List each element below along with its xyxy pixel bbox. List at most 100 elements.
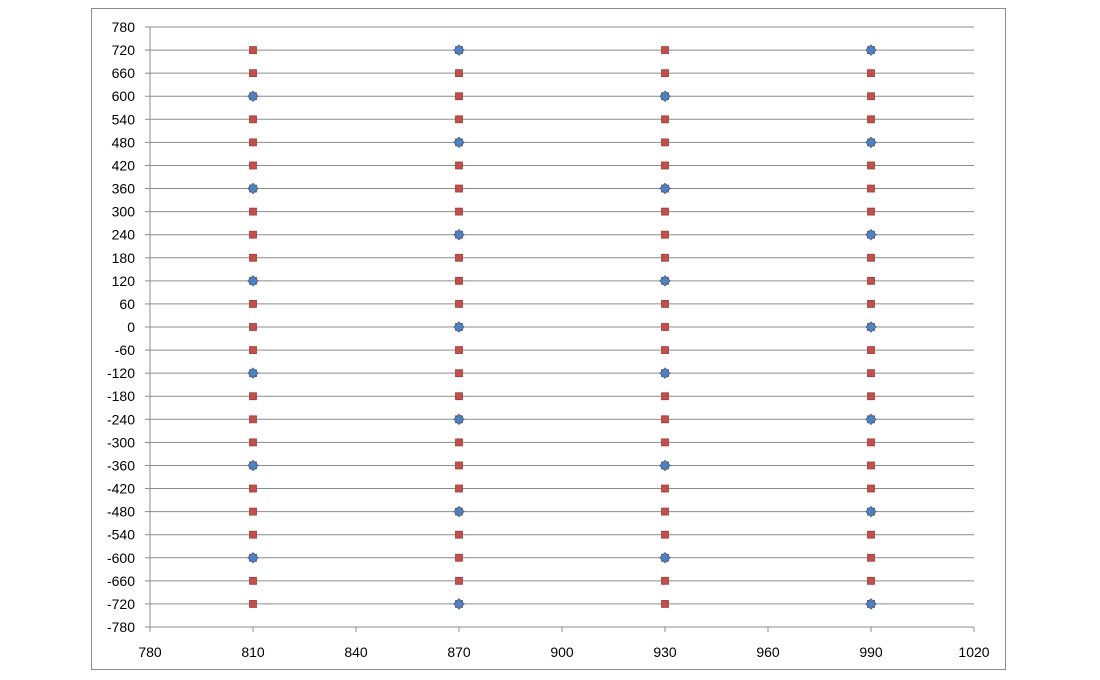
square-point: [249, 600, 257, 608]
y-tick-label: -180: [107, 388, 135, 404]
diamond-point: [865, 413, 877, 426]
diamond-point: [247, 182, 259, 195]
square-point: [867, 484, 875, 493]
x-tick-label: 1020: [958, 644, 989, 660]
square-point: [867, 438, 875, 447]
square-point: [455, 69, 463, 78]
square-point: [455, 484, 463, 493]
square-point: [867, 530, 875, 539]
square-point: [455, 369, 463, 378]
diamond-point: [453, 413, 465, 426]
square-point: [867, 300, 875, 308]
x-tick-label: 990: [859, 644, 883, 660]
square-point: [661, 46, 669, 54]
square-point: [249, 530, 257, 539]
diamond-point: [453, 598, 465, 610]
y-tick-label: -360: [107, 457, 135, 473]
square-point: [661, 230, 669, 239]
diamond-point: [659, 459, 671, 472]
diamond-point: [247, 90, 259, 102]
square-point: [455, 461, 463, 470]
diamond-point: [865, 228, 877, 241]
square-point: [249, 115, 257, 124]
y-tick-label: 180: [112, 250, 136, 266]
square-point: [867, 161, 875, 170]
y-tick-label: 720: [112, 42, 136, 58]
square-point: [249, 300, 257, 308]
square-point: [249, 438, 257, 447]
y-tick-label: -120: [107, 365, 135, 381]
diamond-point: [659, 552, 671, 564]
square-point: [867, 461, 875, 470]
diamond-point: [865, 598, 877, 610]
square-point: [867, 276, 875, 285]
y-tick-label: -300: [107, 434, 135, 450]
square-point: [867, 207, 875, 216]
y-tick-label: 360: [112, 181, 136, 197]
y-tick-label: 420: [112, 157, 136, 173]
square-point: [455, 115, 463, 124]
diamond-point: [659, 367, 671, 379]
x-tick-label: 900: [550, 644, 574, 660]
diamond-point: [865, 44, 877, 56]
square-point: [867, 392, 875, 401]
square-point: [249, 230, 257, 239]
x-tick-label: 840: [344, 644, 368, 660]
y-tick-label: 600: [112, 88, 136, 104]
square-point: [661, 415, 669, 424]
square-point: [867, 115, 875, 124]
square-point: [661, 438, 669, 447]
y-tick-label: 780: [112, 19, 136, 35]
diamond-point: [247, 459, 259, 472]
x-tick-label: 810: [241, 644, 265, 660]
square-point: [661, 69, 669, 78]
square-point: [661, 576, 669, 585]
diamond-point: [247, 367, 259, 379]
square-point: [867, 346, 875, 354]
y-tick-label: -480: [107, 504, 135, 520]
square-point: [661, 253, 669, 262]
square-point: [455, 92, 463, 101]
y-tick-label: -60: [115, 342, 135, 358]
square-point: [867, 369, 875, 378]
y-tick-label: -660: [107, 573, 135, 589]
y-tick-label: -720: [107, 596, 135, 612]
x-tick-label: 960: [756, 644, 780, 660]
square-point: [455, 576, 463, 585]
diamond-point: [865, 505, 877, 518]
y-tick-label: 660: [112, 65, 136, 81]
square-point: [249, 69, 257, 78]
chart-area: 780 720 660 600 540 480 420 360 300 240 180 120 60 0-…: [91, 8, 1006, 670]
square-point: [661, 507, 669, 516]
diamond-point: [659, 182, 671, 195]
square-point: [249, 507, 257, 516]
square-point: [455, 184, 463, 193]
diamond-point: [865, 321, 877, 333]
y-tick-label: 480: [112, 134, 136, 150]
square-point: [455, 300, 463, 308]
y-axis-tick-labels: 780720660600540480420360300240180120600-…: [107, 19, 135, 635]
diamond-point: [453, 136, 465, 149]
square-point: [249, 161, 257, 170]
square-point: [661, 300, 669, 308]
diamond-point: [865, 136, 877, 149]
diamond-point: [659, 90, 671, 102]
square-point: [249, 207, 257, 216]
square-point: [249, 415, 257, 424]
square-point: [249, 253, 257, 262]
square-point: [661, 115, 669, 124]
square-point: [661, 138, 669, 147]
square-point: [867, 69, 875, 78]
y-tick-label: -780: [107, 619, 135, 635]
y-tick-label: -420: [107, 481, 135, 497]
diamond-point: [453, 228, 465, 241]
diamond-point: [453, 321, 465, 333]
square-point: [455, 438, 463, 447]
diamond-point: [453, 44, 465, 56]
diamond-point: [453, 505, 465, 518]
square-point: [455, 207, 463, 216]
square-point: [249, 484, 257, 493]
y-tick-label: 60: [119, 296, 135, 312]
x-tick-label: 930: [653, 644, 677, 660]
square-point: [661, 600, 669, 608]
